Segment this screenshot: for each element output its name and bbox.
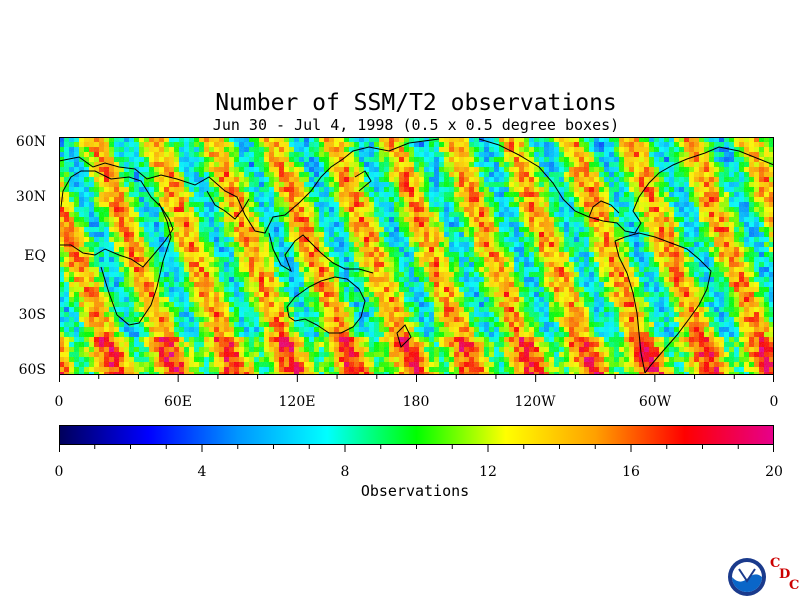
cdc-letter-c2: C [789, 578, 800, 593]
lon-label-60e: 60E [163, 394, 193, 410]
coastline-south-america-west [614, 240, 646, 374]
lat-label-30n: 30N [15, 189, 46, 205]
coastline-africa [59, 170, 174, 268]
colorbar-tick-16: 16 [622, 464, 640, 480]
coastline-japan [354, 170, 372, 192]
colorbar-tick-20: 20 [765, 464, 783, 480]
colorbar-title: Observations [360, 482, 470, 500]
coastline-india [206, 190, 250, 220]
coastline-nz [396, 324, 412, 348]
observation-density-map [59, 137, 774, 375]
lon-label-120w: 120W [514, 394, 556, 410]
lat-label-60n: 60N [15, 134, 46, 150]
lon-label-120e: 120E [278, 394, 316, 410]
colorbar-frame [59, 425, 774, 445]
lon-label-60w: 60W [638, 394, 672, 410]
cdc-letter-d: D [779, 567, 791, 582]
coastline-gulf [588, 200, 620, 218]
colorbar-tick-4: 4 [197, 464, 207, 480]
map-noise-overlay [59, 137, 774, 375]
coastlines [59, 138, 774, 374]
lon-ticks [59, 375, 774, 382]
map-subtitle: Jun 30 - Jul 4, 1998 (0.5 x 0.5 degree b… [212, 116, 620, 134]
lon-label-180: 180 [402, 394, 430, 410]
lon-label-0-end: 0 [769, 394, 779, 410]
colorbar-ticks [59, 445, 774, 452]
colorbar-tick-12: 12 [479, 464, 497, 480]
colorbar-tick-8: 8 [340, 464, 350, 480]
coastline-australia [286, 276, 366, 334]
colorbar-gradient [59, 425, 774, 445]
map-frame [59, 137, 774, 375]
coastline-eurasia [59, 138, 440, 234]
lon-label-0: 0 [54, 394, 64, 410]
coastline-africa-east [100, 202, 172, 326]
coastline-north-america [478, 138, 774, 234]
coastline-south-asia [268, 232, 374, 274]
lat-label-eq: EQ [24, 248, 46, 264]
coastline-south-america [614, 232, 712, 374]
map-title: Number of SSM/T2 observations [215, 90, 617, 116]
lat-label-30s: 30S [18, 307, 46, 323]
cdc-letter-c1: C [770, 556, 781, 571]
lat-label-60s: 60S [18, 362, 46, 378]
colorbar-tick-0: 0 [54, 464, 64, 480]
colorbar [59, 425, 774, 445]
noaa-logo-icon [728, 558, 766, 596]
